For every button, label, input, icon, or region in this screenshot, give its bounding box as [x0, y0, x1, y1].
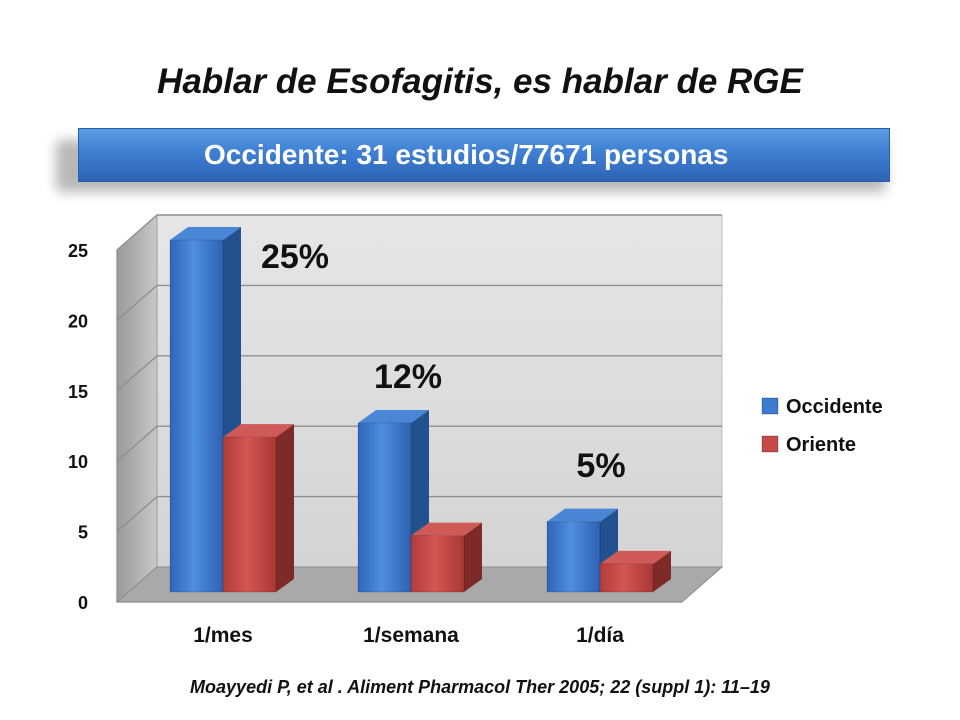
bar [357, 422, 412, 593]
gridline-side [116, 355, 158, 392]
bar-side [276, 424, 294, 592]
bar-side [464, 522, 482, 592]
x-tick-label: 1/semana [363, 624, 459, 647]
y-tick-label: 20 [68, 311, 88, 331]
legend-swatch [761, 397, 779, 415]
bar [599, 563, 654, 593]
y-tick-label: 0 [78, 593, 88, 613]
y-tick-label: 10 [68, 452, 88, 472]
bar-top [547, 508, 618, 522]
slide-title: Hablar de Esofagitis, es hablar de RGE [157, 62, 803, 101]
bar-top [170, 227, 241, 240]
bar-top [358, 410, 429, 424]
percent-annotation: 5% [576, 447, 625, 485]
plot-side-wall [116, 213, 158, 604]
banner-text: Occidente: 31 estudios/77671 personas [204, 139, 729, 170]
gridline-side [116, 284, 158, 321]
legend-label: Occidente [786, 396, 883, 418]
x-tick-label: 1/mes [193, 624, 253, 647]
bar [410, 535, 465, 593]
gridline-side [116, 496, 158, 533]
source-citation: Moayyedi P, et al . Aliment Pharmacol Th… [190, 677, 770, 697]
bar [222, 436, 277, 593]
bar-top [223, 424, 294, 438]
y-tick-label: 15 [68, 382, 88, 402]
x-tick-label: 1/día [576, 624, 624, 647]
bar-side [653, 550, 671, 592]
legend-label: Oriente [786, 434, 856, 456]
subtitle-banner: Occidente: 31 estudios/77671 personas [78, 128, 890, 182]
bar-top [411, 522, 482, 536]
legend-swatch [761, 435, 779, 453]
percent-annotation: 25% [261, 238, 329, 276]
percent-annotation: 12% [374, 358, 442, 396]
bar [169, 239, 224, 593]
y-tick-label: 25 [68, 241, 88, 261]
gridline-side [116, 214, 158, 251]
y-tick-label: 5 [78, 523, 88, 543]
bar [546, 521, 601, 593]
bar-top [600, 550, 671, 564]
gridline-side [116, 425, 158, 462]
